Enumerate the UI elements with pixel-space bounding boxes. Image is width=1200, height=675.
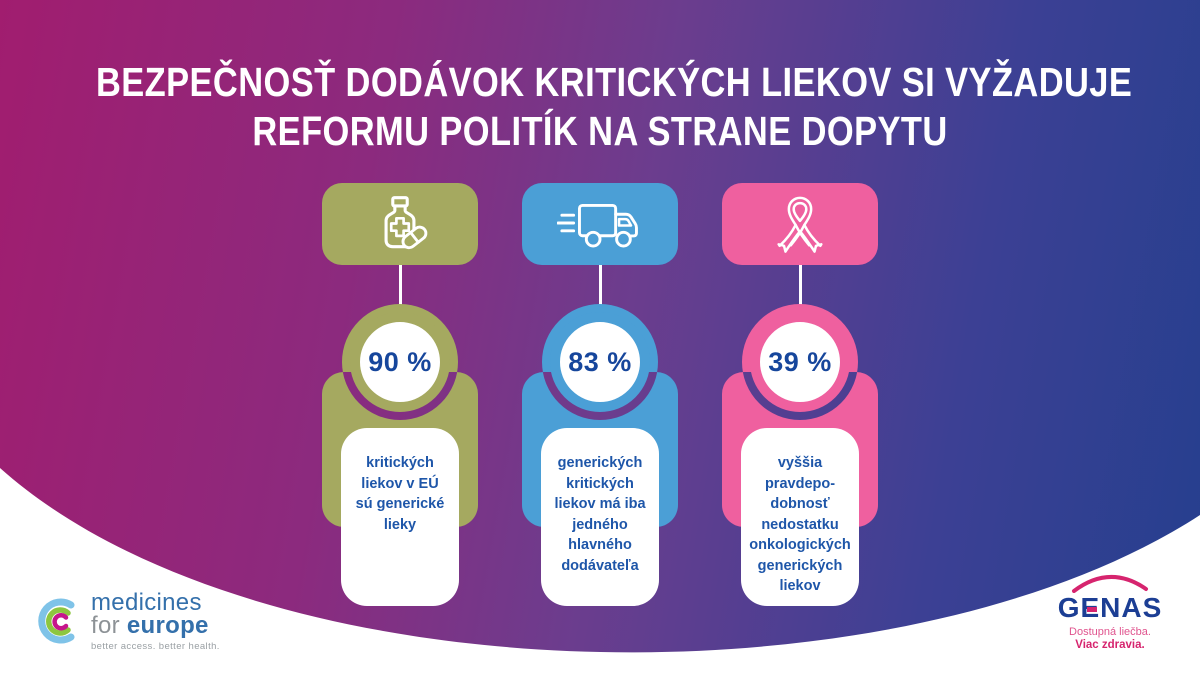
medicine-bottle-icon — [384, 196, 428, 250]
page-title: BEZPEČNOSŤ DODÁVOK KRITICKÝCH LIEKOV SI … — [0, 58, 1200, 156]
medicines-for-europe-logo: medicines for europe better access. bett… — [38, 589, 220, 652]
stat-value: 90 % — [368, 346, 432, 377]
stat-column-generics: 90 % kritických liekov v EÚ sú generické… — [322, 183, 478, 607]
medicines-for-europe-wordmark: medicines for europe better access. bett… — [91, 589, 220, 653]
stat-circle-supplier: 83 % — [550, 312, 650, 412]
awareness-ribbon-icon — [777, 196, 823, 253]
stat-card-generics: kritických liekov v EÚ sú generické liek… — [341, 428, 459, 606]
stat-circle-oncology: 39 % — [750, 312, 850, 412]
stat-column-supplier: 83 % generických kritických liekov má ib… — [522, 183, 678, 607]
genas-name-text: GENAS — [1057, 592, 1163, 623]
medicines-for-europe-mark-icon — [38, 598, 75, 644]
genas-tagline-1: Dostupná liečba. — [1069, 626, 1151, 638]
genas-arc-icon — [1072, 575, 1148, 593]
stat-card-oncology: vyššia pravdepo- dobnosť nedostatku onko… — [741, 428, 859, 606]
icon-box-supplier — [522, 183, 678, 265]
mfe-word-for-europe: for europe — [91, 612, 220, 639]
title-line-2: REFORMU POLITÍK NA STRANE DOPYTU — [252, 108, 948, 154]
stat-column-oncology: 39 % vyššia pravdepo- dobnosť nedostatku… — [722, 183, 878, 607]
genas-wordmark: GENAS — [1052, 593, 1168, 623]
connector-line — [798, 265, 802, 313]
delivery-truck-icon — [557, 203, 638, 248]
mfe-tagline: better access. better health. — [91, 641, 220, 652]
title-line-1: BEZPEČNOSŤ DODÁVOK KRITICKÝCH LIEKOV SI … — [96, 59, 1133, 105]
genas-e-accent — [1087, 607, 1097, 612]
stat-value: 83 % — [568, 346, 632, 377]
icon-box-oncology — [722, 183, 878, 265]
stat-description: vyššia pravdepo- dobnosť nedostatku onko… — [749, 455, 851, 594]
stat-description: generických kritických liekov má iba jed… — [554, 455, 646, 574]
mfe-word-europe: europe — [126, 612, 209, 639]
stat-value: 39 % — [768, 346, 832, 377]
connector-line — [598, 265, 602, 313]
stat-card-supplier: generických kritických liekov má iba jed… — [541, 428, 659, 606]
stat-circle-generics: 90 % — [350, 312, 450, 412]
connector-line — [398, 265, 402, 313]
genas-tagline-2: Viac zdravia. — [1075, 639, 1145, 651]
stat-description: kritických liekov v EÚ sú generické liek… — [355, 455, 445, 533]
icon-box-generics — [322, 183, 478, 265]
mfe-word-medicines: medicines — [91, 589, 202, 616]
genas-logo: GENAS Dostupná liečba. Viac zdravia. — [1052, 571, 1168, 651]
mfe-word-for: for — [91, 612, 120, 639]
